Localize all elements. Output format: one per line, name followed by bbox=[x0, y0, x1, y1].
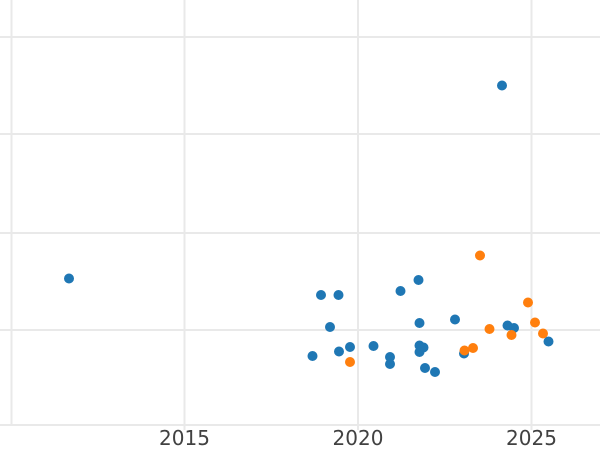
data-point-blue bbox=[333, 290, 344, 300]
data-point-blue bbox=[414, 347, 425, 357]
data-point-blue bbox=[64, 273, 74, 284]
data-point-blue bbox=[368, 341, 379, 351]
data-point-orange bbox=[523, 297, 533, 308]
data-point-blue bbox=[316, 290, 326, 300]
data-point-blue bbox=[450, 314, 460, 325]
x-tick-label: 2015 bbox=[159, 426, 210, 450]
data-point-orange bbox=[459, 345, 470, 356]
data-point-blue bbox=[413, 275, 424, 285]
x-tick-label: 2020 bbox=[333, 426, 384, 450]
data-point-blue bbox=[385, 352, 395, 362]
data-point-blue bbox=[430, 367, 440, 377]
data-point-blue bbox=[497, 80, 507, 91]
data-point-orange bbox=[530, 317, 540, 328]
data-point-blue bbox=[385, 359, 395, 369]
data-point-blue bbox=[307, 351, 318, 361]
data-point-blue bbox=[395, 286, 406, 296]
data-point-blue bbox=[345, 342, 355, 352]
data-point-orange bbox=[475, 250, 485, 261]
data-point-orange bbox=[506, 330, 517, 340]
data-point-orange bbox=[538, 328, 548, 339]
data-point-orange bbox=[345, 357, 355, 367]
x-tick-label: 2025 bbox=[506, 426, 557, 450]
data-point-blue bbox=[414, 318, 425, 328]
data-point-orange bbox=[484, 324, 495, 334]
data-point-blue bbox=[325, 322, 335, 332]
data-point-orange bbox=[468, 343, 478, 353]
data-point-blue bbox=[334, 346, 344, 357]
data-point-blue bbox=[420, 363, 430, 373]
data-point-blue bbox=[543, 336, 554, 347]
